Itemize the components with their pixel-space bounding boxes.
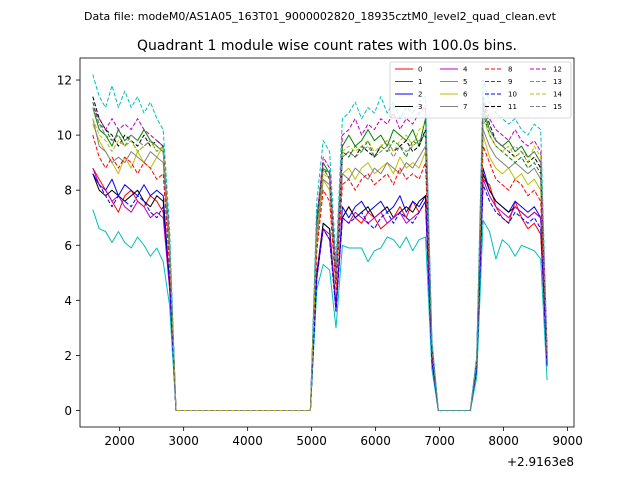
y-tick-label: 10 <box>57 129 72 143</box>
legend-label-8: 8 <box>508 66 512 74</box>
legend-label-9: 9 <box>508 78 512 86</box>
legend-label-11: 11 <box>508 103 517 111</box>
x-tick-label: 7000 <box>424 434 455 448</box>
y-tick-label: 8 <box>64 184 72 198</box>
legend-label-0: 0 <box>418 66 422 74</box>
figure-suptitle: Data file: modeM0/AS1A05_163T01_90000028… <box>84 10 557 23</box>
legend-label-15: 15 <box>553 103 562 111</box>
legend-label-5: 5 <box>463 78 467 86</box>
legend-label-14: 14 <box>553 91 562 99</box>
y-tick-label: 2 <box>64 349 72 363</box>
plot-area: 2000 3000 4000 5000 6000 7000 8000 9000 0246810… <box>57 57 583 469</box>
y-tick-label: 4 <box>64 294 72 308</box>
x-tick-label: 2000 <box>104 434 135 448</box>
chart-title: Quadrant 1 module wise count rates with … <box>137 38 517 54</box>
y-tick-label: 12 <box>57 74 72 88</box>
legend-label-7: 7 <box>463 103 467 111</box>
legend-label-3: 3 <box>418 103 422 111</box>
series-layer <box>92 74 548 411</box>
series-8-line <box>92 134 548 411</box>
legend-label-2: 2 <box>418 91 422 99</box>
x-offset-label: +2.9163e8 <box>507 455 574 469</box>
y-tick-label: 0 <box>64 404 72 418</box>
legend-frame <box>389 61 572 119</box>
legend-label-13: 13 <box>553 78 562 86</box>
x-tick-label: 9000 <box>552 434 583 448</box>
series-15-line <box>92 107 548 411</box>
legend-label-1: 1 <box>418 78 422 86</box>
x-axis: 2000 3000 4000 5000 6000 7000 8000 9000 <box>104 427 583 448</box>
legend-label-10: 10 <box>508 91 517 99</box>
x-tick-label: 3000 <box>168 434 199 448</box>
legend-label-4: 4 <box>463 66 468 74</box>
x-tick-label: 4000 <box>232 434 263 448</box>
axes-frame <box>79 57 575 428</box>
legend-label-12: 12 <box>553 66 562 74</box>
x-tick-label: 6000 <box>360 434 391 448</box>
legend-label-6: 6 <box>463 91 468 99</box>
x-tick-label: 8000 <box>488 434 519 448</box>
x-tick-label: 5000 <box>296 434 327 448</box>
series-13-line <box>92 74 548 411</box>
y-axis: 0 2 4 6 8 10 12 <box>57 74 80 418</box>
y-tick-label: 6 <box>64 239 72 253</box>
